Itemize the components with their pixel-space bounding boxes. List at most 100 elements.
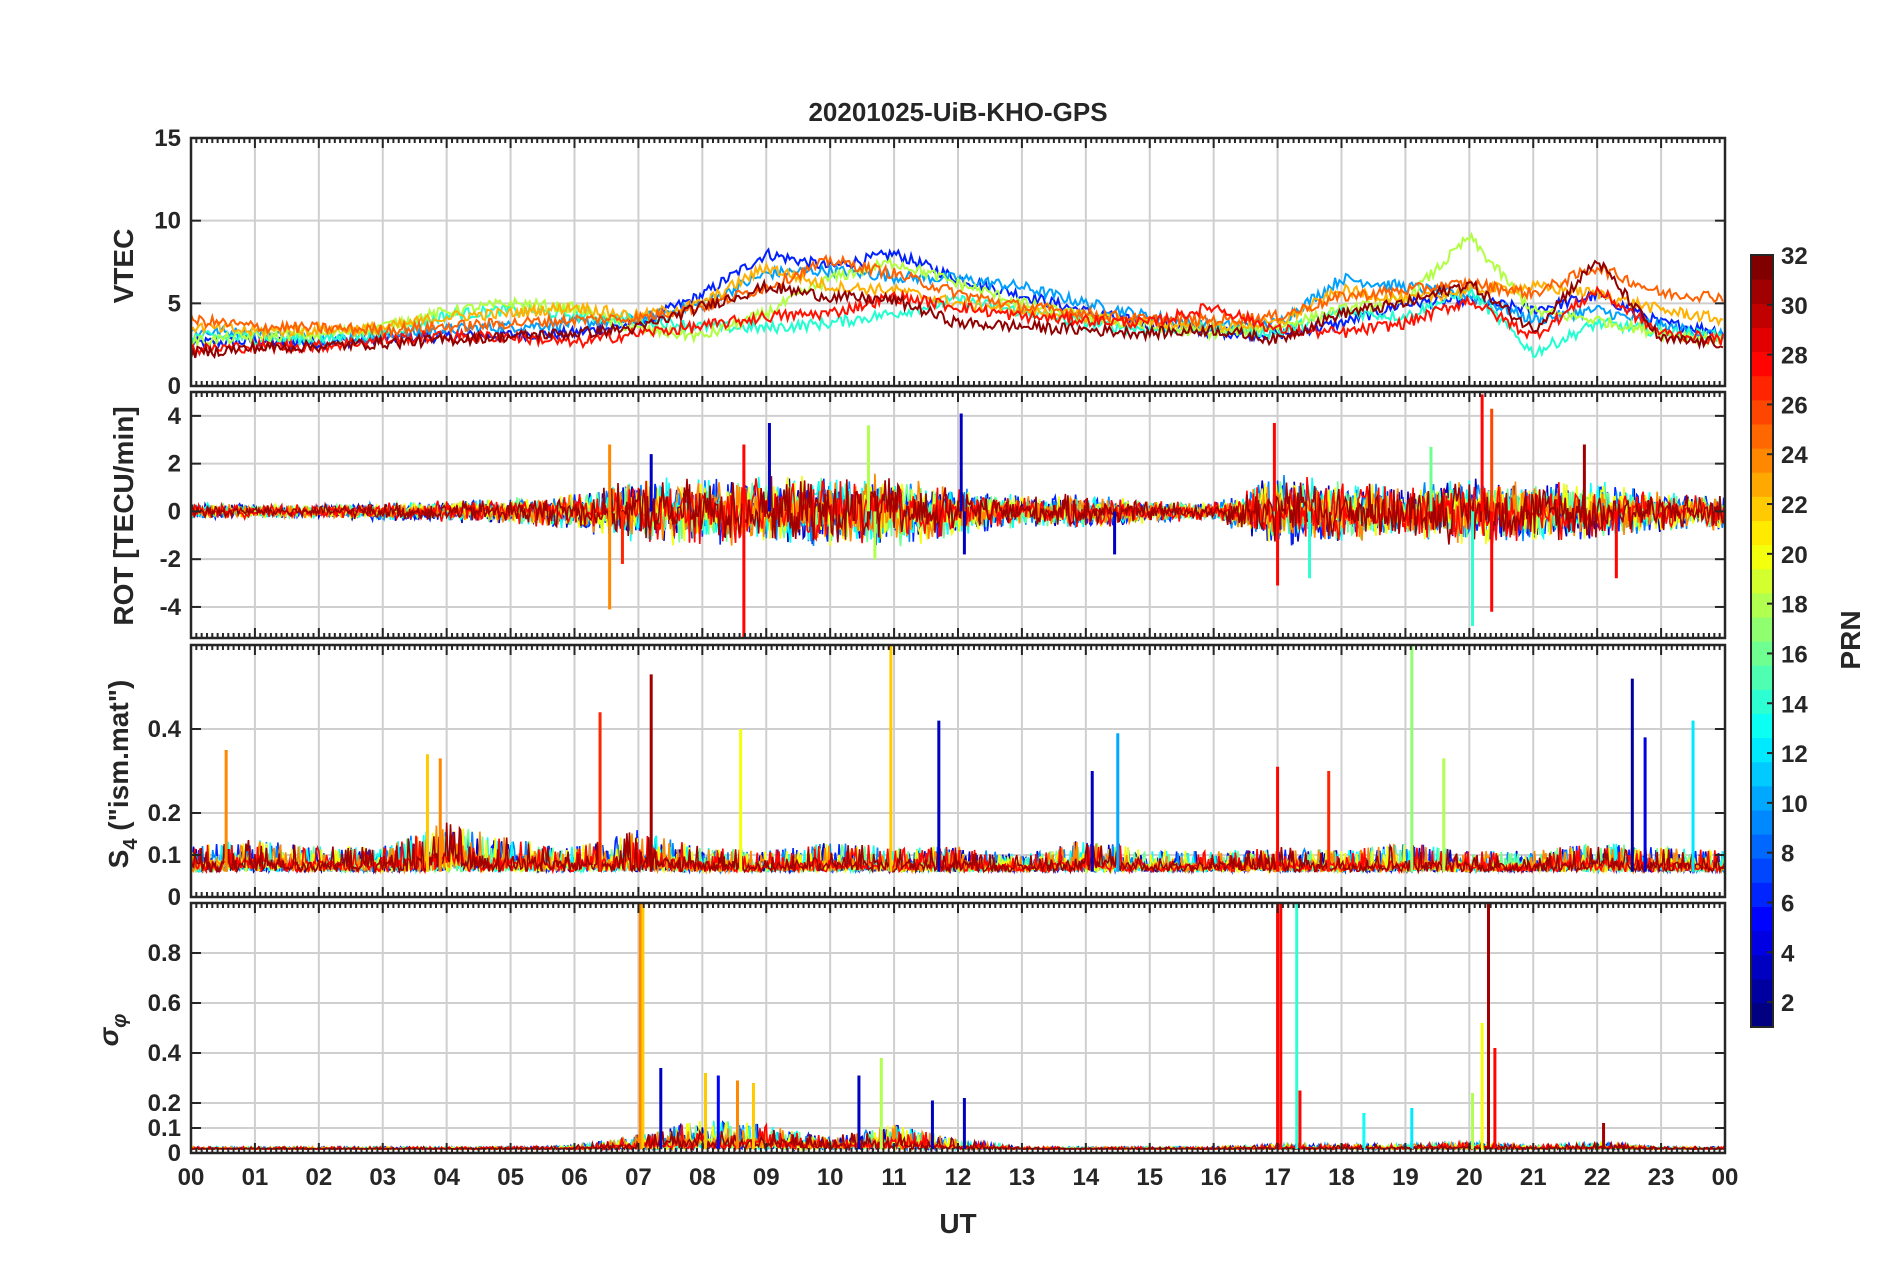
y-axis-label-s4-sub: 4 <box>120 838 142 850</box>
x-tick-label: 09 <box>753 1164 780 1191</box>
x-tick-label: 08 <box>689 1164 716 1191</box>
x-tick-label: 22 <box>1584 1164 1611 1191</box>
x-tick-label: 17 <box>1264 1164 1291 1191</box>
s4-panel: 0 0.1 0.2 0.4 <box>148 643 1727 911</box>
x-tick-labels: 00 01 02 03 04 05 06 07 08 09 10 11 12 13 14 15 16 17 18 19… <box>178 1164 1739 1191</box>
colorbar-tick-label: 14 <box>1781 691 1808 718</box>
x-tick-label: 00 <box>1712 1164 1739 1191</box>
colorbar-tick-label: 28 <box>1781 343 1808 370</box>
chart-title: 20201025-UiB-KHO-GPS <box>808 97 1107 127</box>
colorbar-segment <box>1751 713 1773 739</box>
colorbar-frame <box>1750 254 1774 1028</box>
y-axis-label-sigma-phi: σφ <box>93 1014 131 1047</box>
s4-series-prn-31 <box>191 822 1725 875</box>
y-tick-label: -4 <box>160 594 182 621</box>
colorbar-segment <box>1751 834 1773 859</box>
colorbar-tick-label: 16 <box>1781 641 1808 668</box>
vtec-panel: 0 5 10 15 <box>154 125 1727 400</box>
y-axis-label-rot: ROT [TECU/min] <box>108 406 139 625</box>
axis-ticks <box>190 392 1726 638</box>
y-tick-label: 0.1 <box>148 842 181 869</box>
colorbar-tick-label: 26 <box>1781 392 1808 419</box>
colorbar-tick-label: 18 <box>1781 592 1808 619</box>
axis-ticks <box>190 645 1726 898</box>
colorbar-segment <box>1751 255 1773 280</box>
x-tick-label: 16 <box>1200 1164 1227 1191</box>
y-axis-label-s4-rest: ("ism.mat") <box>103 680 134 839</box>
x-tick-label: 23 <box>1648 1164 1675 1191</box>
colorbar-tick-label: 6 <box>1781 890 1794 917</box>
y-axis-label-sigma-main: σ <box>93 1026 124 1046</box>
y-tick-label: 0.4 <box>148 716 182 743</box>
y-tick-label: 0.4 <box>148 1040 182 1067</box>
y-tick-label: 0 <box>168 884 181 911</box>
colorbar-label: PRN <box>1835 610 1866 669</box>
y-tick-label: 0.2 <box>148 1090 181 1117</box>
colorbar-segment <box>1751 761 1773 787</box>
y-tick-label: 2 <box>168 451 181 478</box>
y-axis-label-sigma-sub: φ <box>109 1014 131 1028</box>
colorbar-segment <box>1751 689 1773 714</box>
colorbar-tick-label: 4 <box>1781 940 1795 967</box>
colorbar-tick-label: 22 <box>1781 492 1808 519</box>
y-tick-label: 0.2 <box>148 800 181 827</box>
colorbar-segment <box>1751 568 1773 594</box>
axis-ticks <box>190 137 1726 387</box>
colorbar-segment <box>1751 351 1773 377</box>
colorbar-segment <box>1751 665 1773 690</box>
vtec-series-prn-26 <box>191 253 1724 339</box>
colorbar-segment <box>1751 906 1773 932</box>
colorbar-segment <box>1751 978 1773 1004</box>
y-axis-label-s4: S4 ("ism.mat") <box>103 680 142 869</box>
y-tick-label: 10 <box>154 208 181 235</box>
colorbar-tick-label: 32 <box>1781 243 1808 270</box>
colorbar-segment <box>1751 520 1773 546</box>
x-tick-label: 20 <box>1456 1164 1483 1191</box>
series-group <box>191 231 1724 360</box>
grid <box>191 645 1725 897</box>
colorbar-tick-label: 12 <box>1781 741 1808 768</box>
vtec-series-prn-18 <box>191 231 1724 349</box>
x-tick-label: 06 <box>561 1164 588 1191</box>
colorbar-segment <box>1751 954 1773 980</box>
colorbar-segment <box>1751 327 1773 353</box>
colorbar-segment <box>1751 544 1773 570</box>
y-axis-label-vtec: VTEC <box>108 229 139 304</box>
x-tick-label: 07 <box>625 1164 652 1191</box>
x-tick-label: 01 <box>242 1164 269 1191</box>
x-tick-label: 03 <box>369 1164 396 1191</box>
y-tick-label: 0.8 <box>148 940 181 967</box>
series-group <box>191 394 1725 638</box>
x-tick-label: 13 <box>1009 1164 1036 1191</box>
x-tick-label: 21 <box>1520 1164 1547 1191</box>
colorbar-segment <box>1751 641 1773 666</box>
colorbar-tick-label: 20 <box>1781 542 1808 569</box>
rot-series-prn-31 <box>191 476 1725 545</box>
colorbar-tick-label: 8 <box>1781 841 1794 868</box>
y-tick-label: -2 <box>160 546 181 573</box>
colorbar-segment <box>1751 279 1773 304</box>
axis-ticks <box>190 903 1726 1154</box>
colorbar-tick-label: 24 <box>1781 442 1808 469</box>
colorbar-segment <box>1751 1002 1773 1028</box>
x-tick-label: 12 <box>945 1164 972 1191</box>
y-tick-label: 0 <box>168 1140 181 1167</box>
x-tick-label: 19 <box>1392 1164 1419 1191</box>
colorbar-tick-label: 10 <box>1781 791 1808 818</box>
series-group <box>191 645 1725 875</box>
colorbar-segment <box>1751 785 1773 811</box>
colorbar-segment <box>1751 858 1773 883</box>
colorbar-segment <box>1751 303 1773 328</box>
colorbar-segment <box>1751 882 1773 907</box>
y-axis-label-s4-main: S <box>103 850 134 869</box>
x-tick-label: 04 <box>433 1164 460 1191</box>
colorbar-tick-label: 30 <box>1781 293 1808 320</box>
x-tick-label: 00 <box>178 1164 205 1191</box>
y-tick-label: 4 <box>168 403 182 430</box>
x-tick-label: 10 <box>817 1164 844 1191</box>
y-tick-label: 0.6 <box>148 990 181 1017</box>
colorbar-segment <box>1751 930 1773 956</box>
x-tick-label: 18 <box>1328 1164 1355 1191</box>
colorbar-segment <box>1751 399 1773 425</box>
